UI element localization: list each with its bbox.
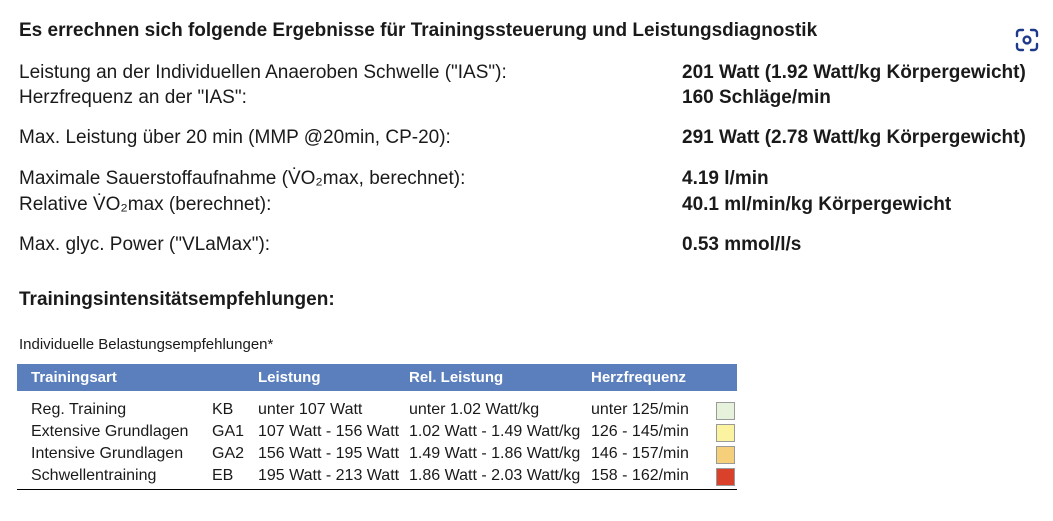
result-row-vlamax: Max. glyc. Power ("VLaMax"): 0.53 mmol/l… — [19, 234, 1053, 258]
result-label: Max. Leistung über 20 min (MMP @20min, C… — [19, 127, 451, 148]
cell-power: 156 Watt - 195 Watt — [258, 445, 400, 462]
result-label: Leistung an der Individuellen Anaeroben … — [19, 62, 507, 83]
header-trainingsart: Trainingsart — [31, 369, 117, 386]
recommendations-heading: Trainingsintensitätsempfehlungen: — [19, 289, 335, 310]
result-label: Max. glyc. Power ("VLaMax"): — [19, 234, 271, 255]
cell-type: Extensive Grundlagen — [31, 423, 189, 440]
table-row: Schwellentraining EB 195 Watt - 213 Watt… — [0, 467, 1053, 489]
cell-code: EB — [212, 467, 234, 484]
cell-type: Intensive Grundlagen — [31, 445, 184, 462]
table-row: Intensive Grundlagen GA2 156 Watt - 195 … — [0, 445, 1053, 467]
zone-color-swatch — [716, 446, 735, 464]
result-row-rel-vo2max: Relative V̇O₂max (berechnet): 40.1 ml/mi… — [19, 194, 1053, 218]
cell-rel-power: 1.02 Watt - 1.49 Watt/kg — [409, 423, 581, 440]
zone-color-swatch — [716, 402, 735, 420]
table-caption: Individuelle Belastungsempfehlungen* — [19, 336, 274, 353]
table-row: Reg. Training KB unter 107 Watt unter 1.… — [0, 401, 1053, 423]
header-leistung: Leistung — [258, 369, 321, 386]
result-value: 40.1 ml/min/kg Körpergewicht — [682, 194, 952, 215]
table-bottom-border — [17, 489, 737, 490]
cell-code: GA1 — [212, 423, 245, 440]
cell-hr: unter 125/min — [591, 401, 689, 418]
cell-rel-power: 1.86 Watt - 2.03 Watt/kg — [409, 467, 581, 484]
result-row-ias-hr: Herzfrequenz an der "IAS": 160 Schläge/m… — [19, 87, 1053, 111]
zone-color-swatch — [716, 468, 735, 486]
cell-code: GA2 — [212, 445, 245, 462]
cell-hr: 146 - 157/min — [591, 445, 689, 462]
page-heading: Es errechnen sich folgende Ergebnisse fü… — [19, 20, 818, 41]
result-value: 0.53 mmol/l/s — [682, 234, 802, 255]
cell-code: KB — [212, 401, 234, 418]
cell-power: unter 107 Watt — [258, 401, 363, 418]
result-value: 201 Watt (1.92 Watt/kg Körpergewicht) — [682, 62, 1026, 83]
table-header: Trainingsart Leistung Rel. Leistung Herz… — [17, 364, 737, 391]
cell-power: 195 Watt - 213 Watt — [258, 467, 400, 484]
zone-color-swatch — [716, 424, 735, 442]
header-rel-leistung: Rel. Leistung — [409, 369, 504, 386]
cell-type: Reg. Training — [31, 401, 127, 418]
cell-type: Schwellentraining — [31, 467, 157, 484]
lens-scan-icon[interactable] — [1014, 27, 1040, 53]
table-row: Extensive Grundlagen GA1 107 Watt - 156 … — [0, 423, 1053, 445]
result-value: 4.19 l/min — [682, 168, 769, 189]
cell-hr: 126 - 145/min — [591, 423, 689, 440]
result-row-ias-power: Leistung an der Individuellen Anaeroben … — [19, 62, 1053, 86]
result-row-mmp20: Max. Leistung über 20 min (MMP @20min, C… — [19, 127, 1053, 151]
result-row-vo2max: Maximale Sauerstoffaufnahme (V̇O₂max, be… — [19, 168, 1053, 192]
cell-power: 107 Watt - 156 Watt — [258, 423, 400, 440]
cell-rel-power: unter 1.02 Watt/kg — [409, 401, 540, 418]
result-label: Maximale Sauerstoffaufnahme (V̇O₂max, be… — [19, 168, 466, 189]
result-label: Herzfrequenz an der "IAS": — [19, 87, 247, 108]
header-herzfrequenz: Herzfrequenz — [591, 369, 687, 386]
result-value: 291 Watt (2.78 Watt/kg Körpergewicht) — [682, 127, 1026, 148]
cell-hr: 158 - 162/min — [591, 467, 689, 484]
result-value: 160 Schläge/min — [682, 87, 831, 108]
result-label: Relative V̇O₂max (berechnet): — [19, 194, 272, 215]
cell-rel-power: 1.49 Watt - 1.86 Watt/kg — [409, 445, 581, 462]
